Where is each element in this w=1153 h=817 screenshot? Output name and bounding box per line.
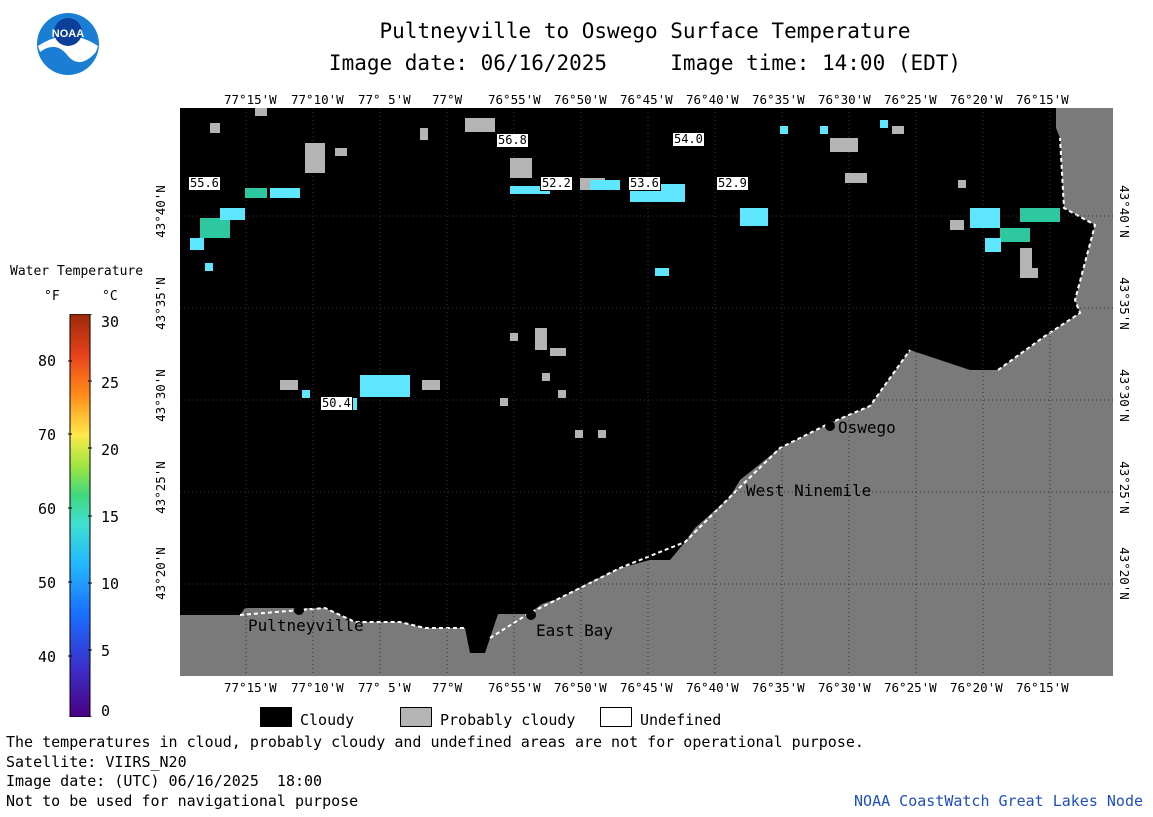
lon-tick-top: 76°35'W (752, 92, 805, 107)
legend-title: Water Temperature (10, 264, 144, 279)
lon-tick-bottom: 77°15'W (224, 680, 277, 695)
lon-tick-top: 77°10'W (291, 92, 344, 107)
lon-tick-bottom: 76°35'W (752, 680, 805, 695)
colorbar-c-label: 30 (101, 313, 120, 331)
lon-tick-bottom: 77°10'W (291, 680, 344, 695)
lat-tick-right: 43°40'N (1116, 185, 1132, 238)
colorbar-c-label: 25 (101, 374, 120, 392)
key-swatch-probably-cloudy (400, 707, 432, 727)
lon-tick-top: 77°W (432, 92, 463, 107)
temperature-colorbar (68, 313, 92, 718)
temp-label: 53.6 (628, 176, 661, 191)
lon-tick-bottom: 76°30'W (818, 680, 871, 695)
logo-text: NOAA (52, 28, 84, 40)
footer-disclaimer: The temperatures in cloud, probably clou… (6, 733, 864, 751)
colorbar-f-label: 80 (38, 352, 57, 370)
lon-tick-bottom: 76°55'W (488, 680, 541, 695)
place-label-west-ninemile: West Ninemile (746, 481, 872, 500)
colorbar-c-label: 10 (101, 575, 120, 593)
colorbar-f-label: 60 (38, 500, 57, 518)
undefined-coastline (239, 137, 1097, 639)
lat-tick-left: 43°30'N (152, 369, 168, 422)
lon-tick-top: 76°55'W (488, 92, 541, 107)
colorbar-f-label: 40 (38, 648, 57, 666)
lon-tick-bottom: 76°40'W (686, 680, 739, 695)
map-title: Pultneyville to Oswego Surface Temperatu… (379, 19, 911, 43)
lon-tick-bottom: 76°25'W (884, 680, 937, 695)
lon-tick-top: 76°40'W (686, 92, 739, 107)
colorbar-f-label: 70 (38, 426, 57, 444)
west-ninemile-dot (732, 470, 742, 480)
probably-cloudy-patches (210, 108, 1038, 438)
key-label-undefined: Undefined (640, 711, 722, 729)
lat-tick-right: 43°35'N (1116, 277, 1132, 330)
lat-tick-right: 43°20'N (1116, 547, 1132, 600)
noaa-logo-icon: NOAA (36, 12, 100, 76)
temp-label: 55.6 (188, 176, 221, 191)
colorbar-f-label: 50 (38, 574, 57, 592)
lat-tick-right: 43°30'N (1116, 369, 1132, 422)
lon-tick-bottom: 76°15'W (1016, 680, 1069, 695)
lat-tick-right: 43°25'N (1116, 461, 1132, 514)
temp-label: 52.2 (540, 176, 573, 191)
place-label-oswego: Oswego (838, 418, 896, 437)
lon-tick-top: 76°30'W (818, 92, 871, 107)
lat-tick-left: 43°40'N (152, 185, 168, 238)
pultneyville-dot (294, 605, 304, 615)
lon-tick-bottom: 77°W (432, 680, 463, 695)
colorbar-c-label: 5 (101, 642, 111, 660)
lat-tick-left: 43°25'N (152, 461, 168, 514)
place-label-pultneyville: Pultneyville (248, 616, 364, 635)
place-label-east-bay: East Bay (536, 621, 614, 640)
credit-link[interactable]: NOAA CoastWatch Great Lakes Node (854, 792, 1143, 810)
lon-tick-top: 76°15'W (1016, 92, 1069, 107)
unit-celsius: °C (102, 289, 118, 304)
surface-temperature-map[interactable]: Oswego West Ninemile Pultneyville East B… (180, 108, 1113, 676)
lon-tick-bottom: 76°50'W (554, 680, 607, 695)
key-label-cloudy: Cloudy (300, 711, 355, 729)
colorbar-c-label: 15 (101, 508, 120, 526)
temp-label: 56.8 (496, 133, 529, 148)
key-label-probably-cloudy: Probably cloudy (440, 711, 576, 729)
lon-tick-bottom: 76°45'W (620, 680, 673, 695)
colorbar-c-label: 20 (101, 441, 120, 459)
key-swatch-undefined (600, 707, 632, 727)
map-subtitle: Image date: 06/16/2025 Image time: 14:00… (328, 51, 962, 75)
oswego-dot (825, 421, 835, 431)
lon-tick-top: 77°15'W (224, 92, 277, 107)
lon-tick-top: 76°20'W (950, 92, 1003, 107)
lon-tick-top: 76°45'W (620, 92, 673, 107)
temp-label: 52.9 (716, 176, 749, 191)
lon-tick-bottom: 76°20'W (950, 680, 1003, 695)
lon-tick-top: 76°50'W (554, 92, 607, 107)
lon-tick-top: 76°25'W (884, 92, 937, 107)
key-swatch-cloudy (260, 707, 292, 727)
east-bay-dot (526, 610, 536, 620)
footer-satellite: Satellite: VIIRS_N20 (6, 753, 187, 771)
footer-utc-date: Image date: (UTC) 06/16/2025 18:00 (6, 772, 323, 790)
lat-tick-left: 43°20'N (152, 547, 168, 600)
unit-fahrenheit: °F (44, 289, 60, 304)
colorbar-c-label: 0 (101, 702, 111, 720)
lon-tick-top: 77° 5'W (358, 92, 411, 107)
lon-tick-bottom: 77° 5'W (358, 680, 411, 695)
temp-label: 54.0 (672, 132, 705, 147)
footer-navigation-warning: Not to be used for navigational purpose (6, 792, 359, 810)
temp-label: 50.4 (320, 396, 353, 411)
land-area (180, 108, 1113, 676)
graticule-lines (180, 108, 1113, 676)
lat-tick-left: 43°35'N (152, 277, 168, 330)
